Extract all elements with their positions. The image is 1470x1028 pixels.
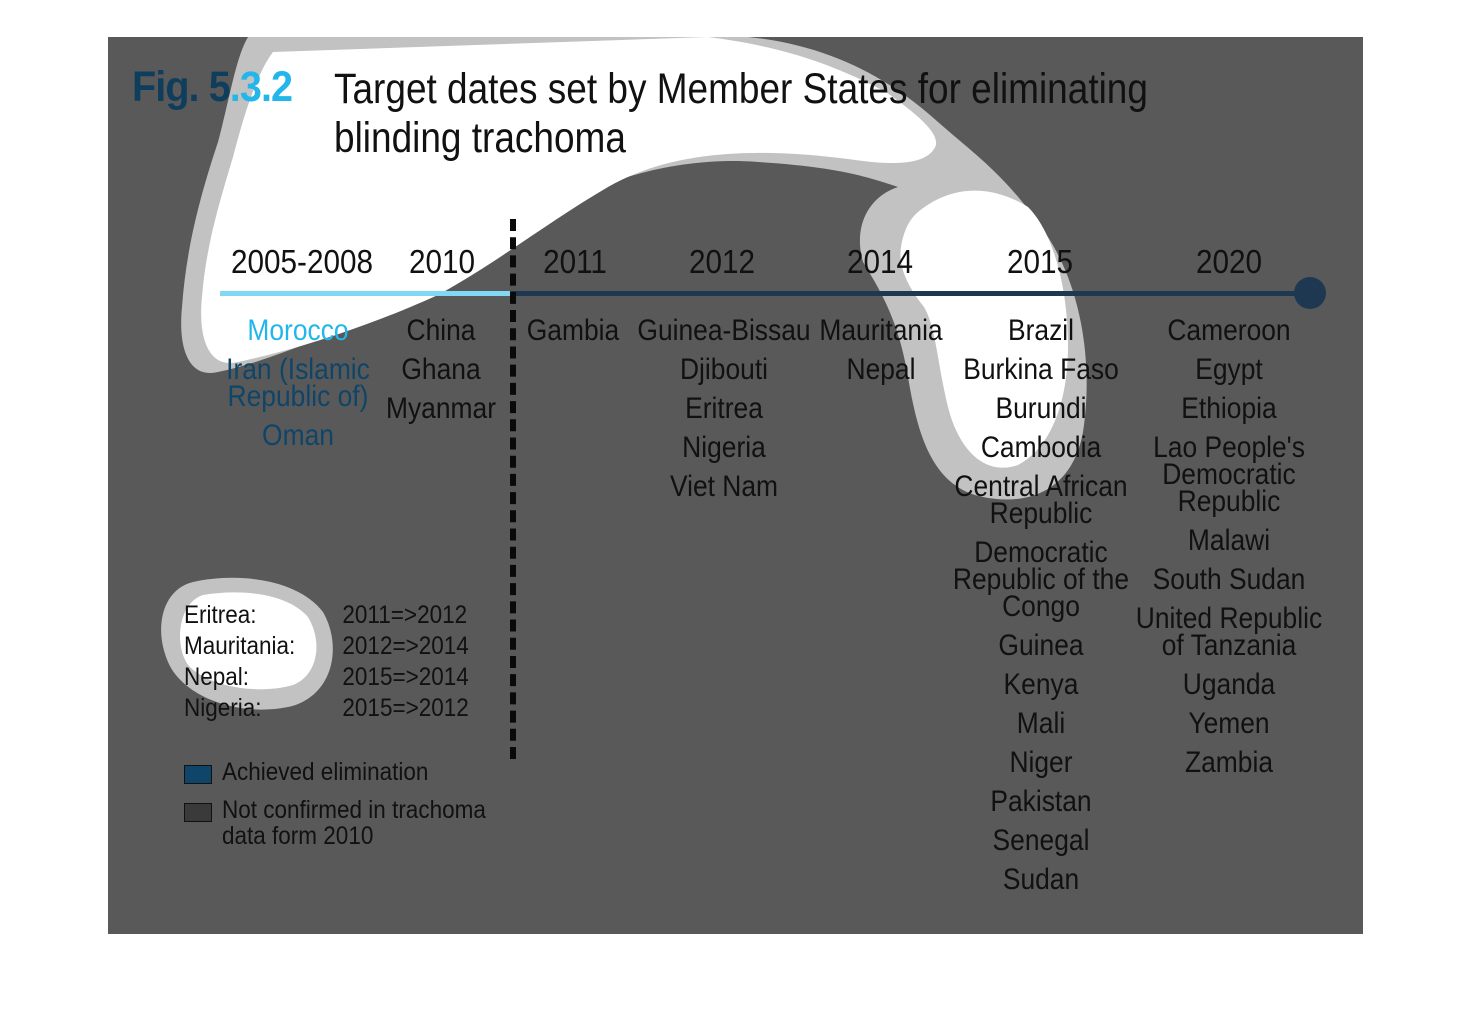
country-name: Cameroon [1167, 314, 1291, 347]
highlight-blob-legend-inner [180, 592, 317, 690]
country-column-2012: Guinea-Bissau Djibouti Eritrea Nigeria V… [627, 314, 821, 512]
legend-item-not-confirmed: Not confirmed in trachoma data form 2010 [184, 797, 522, 849]
year-label: 2010 [408, 243, 476, 280]
country-name: Gambia [526, 314, 620, 347]
country-column-2005-2008: Morocco Iran (Islamic Republic of) Oman [201, 314, 395, 461]
figure-number-part2: .3.2 [229, 63, 293, 111]
date-change-country: Nigeria: [184, 694, 262, 722]
country-name: Morocco [247, 314, 349, 347]
date-change-value: 2012=>2014 [342, 632, 469, 660]
country-column-2015: Brazil Burkina Faso Burundi Cambodia Cen… [944, 314, 1138, 905]
country-name: Burkina Faso [963, 353, 1119, 386]
country-name: Ethiopia [1181, 392, 1277, 425]
year-label: 2005-2008 [230, 243, 374, 280]
country-name: Ghana [401, 353, 481, 386]
figure-number: Fig. 5.3.2 [132, 63, 293, 112]
legend-swatch-not-confirmed [184, 803, 212, 822]
figure-panel: Fig. 5.3.2 Target dates set by Member St… [108, 37, 1363, 934]
country-name: Kenya [1003, 668, 1079, 701]
current-year-divider [510, 219, 516, 759]
figure-title: Target dates set by Member States for el… [334, 65, 1148, 162]
legend-label: Not confirmed in trachoma data form 2010 [222, 796, 486, 850]
country-name: China [406, 314, 476, 347]
country-name: Lao People's Democratic Republic [1153, 431, 1305, 518]
country-name: Guinea-Bissau [637, 314, 811, 347]
year-label: 2012 [688, 243, 756, 280]
country-name: Myanmar [385, 392, 497, 425]
date-change-value: 2015=>2012 [342, 694, 469, 722]
country-name: Zambia [1184, 746, 1274, 779]
legend-swatch-achieved [184, 765, 212, 784]
date-change-value: 2015=>2014 [342, 663, 469, 691]
date-change-country: Nepal: [184, 663, 250, 691]
date-change-row: Eritrea: 2011=>2012 [184, 601, 469, 632]
figure-number-part1: Fig. 5 [132, 63, 231, 111]
year-label: 2011 [543, 243, 607, 280]
country-column-2014: Mauritania Nepal [784, 314, 978, 395]
target-date-changes: Eritrea: 2011=>2012 Mauritania: 2012=>2014… [184, 601, 469, 725]
country-name: Senegal [992, 824, 1090, 857]
country-name: Egypt [1195, 353, 1263, 386]
date-change-country: Mauritania: [184, 632, 296, 660]
country-name: Djibouti [679, 353, 769, 386]
country-name: Uganda [1182, 668, 1276, 701]
country-name: Mauritania [819, 314, 943, 347]
timeline-axis-past [220, 291, 510, 296]
country-name: South Sudan [1152, 563, 1306, 596]
date-change-row: Mauritania: 2012=>2014 [184, 632, 469, 663]
country-name: Mali [1016, 707, 1066, 740]
highlight-blob-top-inner [201, 37, 1068, 468]
country-name: Niger [1009, 746, 1073, 779]
year-label: 2015 [1006, 243, 1074, 280]
country-name: Malawi [1187, 524, 1271, 557]
country-name: Central African Republic [954, 470, 1128, 530]
country-name: Yemen [1188, 707, 1270, 740]
country-name: Cambodia [980, 431, 1102, 464]
country-name: Nepal [846, 353, 916, 386]
country-name: Guinea [998, 629, 1084, 662]
date-change-country: Eritrea: [184, 601, 257, 629]
country-column-2011: Gambia [476, 314, 670, 356]
date-change-value: 2011=>2012 [342, 601, 468, 629]
country-name: Iran (Islamic Republic of) [226, 353, 370, 413]
country-name: Nigeria [682, 431, 766, 464]
country-name: United Republic of Tanzania [1135, 602, 1323, 662]
country-name: Democratic Republic of the Congo [952, 536, 1130, 623]
year-label: 2020 [1195, 243, 1263, 280]
country-name: Eritrea [685, 392, 763, 425]
highlight-overlay [161, 37, 1087, 710]
timeline-end-marker [1294, 277, 1326, 309]
year-label: 2014 [846, 243, 914, 280]
country-name: Sudan [1002, 863, 1080, 896]
country-name: Oman [262, 419, 334, 452]
legend: Achieved elimination Not confirmed in tr… [184, 759, 522, 861]
country-name: Pakistan [990, 785, 1092, 818]
country-name: Viet Nam [669, 470, 779, 503]
country-name: Burundi [995, 392, 1087, 425]
legend-label: Achieved elimination [222, 758, 429, 786]
date-change-row: Nigeria: 2015=>2012 [184, 694, 469, 725]
timeline-axis-future [510, 291, 1310, 296]
country-column-2020: Cameroon Egypt Ethiopia Lao People's Dem… [1132, 314, 1326, 788]
country-column-2010: China Ghana Myanmar [344, 314, 538, 434]
country-name: Brazil [1007, 314, 1074, 347]
legend-item-achieved: Achieved elimination [184, 759, 522, 785]
date-change-row: Nepal: 2015=>2014 [184, 663, 469, 694]
